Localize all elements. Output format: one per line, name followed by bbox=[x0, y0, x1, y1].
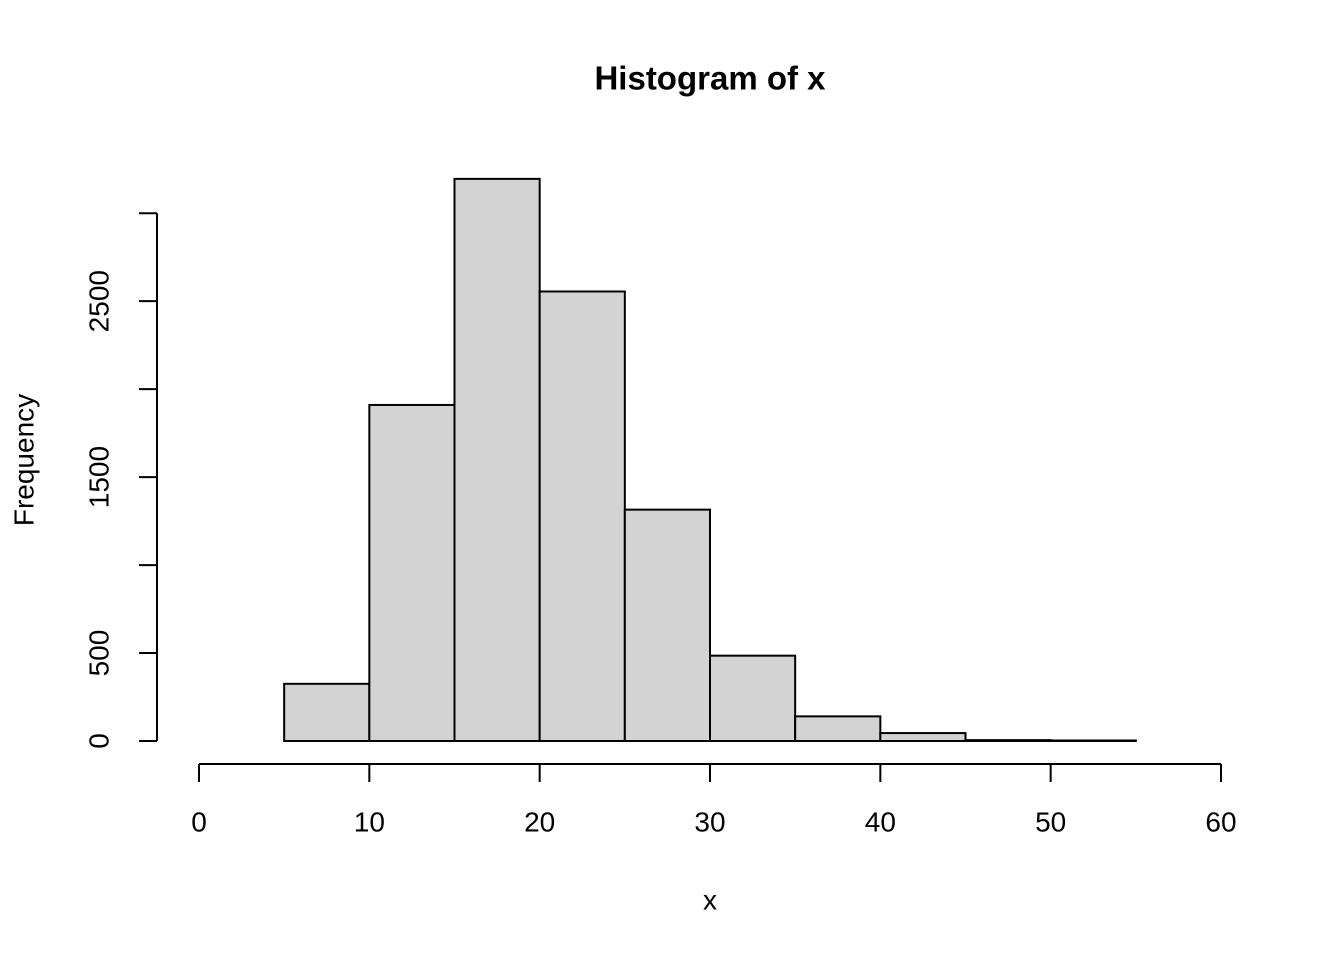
y-axis-label: Frequency bbox=[8, 394, 39, 526]
bar bbox=[538, 290, 626, 742]
x-axis-label: x bbox=[703, 884, 717, 915]
x-tick-label: 20 bbox=[524, 806, 555, 837]
bar bbox=[794, 715, 882, 743]
bar bbox=[964, 739, 1052, 742]
bar bbox=[1049, 739, 1137, 742]
x-tick-label: 0 bbox=[191, 806, 207, 837]
x-tick-label: 50 bbox=[1035, 806, 1066, 837]
bar bbox=[709, 654, 797, 742]
x-tick-label: 60 bbox=[1205, 806, 1236, 837]
chart-title: Histogram of x bbox=[594, 60, 826, 97]
bar bbox=[623, 508, 711, 742]
bar bbox=[283, 682, 371, 742]
x-tick-label: 10 bbox=[354, 806, 385, 837]
bar bbox=[453, 177, 541, 742]
x-tick-label: 40 bbox=[865, 806, 896, 837]
y-tick-label: 2500 bbox=[83, 270, 114, 332]
y-tick-label: 500 bbox=[83, 630, 114, 677]
bar bbox=[368, 403, 456, 742]
y-tick-label: 1500 bbox=[83, 446, 114, 508]
y-tick-label: 0 bbox=[83, 733, 114, 749]
x-tick-label: 30 bbox=[694, 806, 725, 837]
bar bbox=[879, 732, 967, 743]
